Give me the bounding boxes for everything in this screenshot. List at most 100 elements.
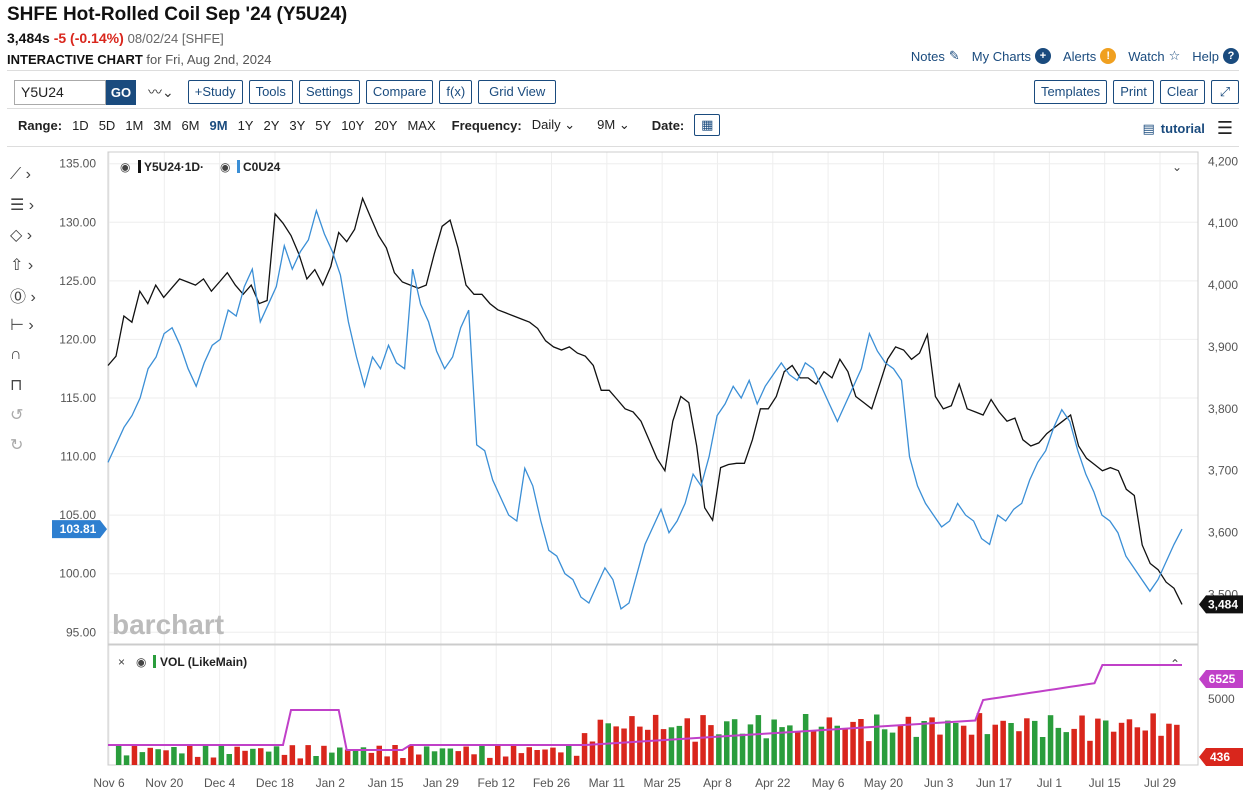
eye-icon[interactable]: ◉ <box>136 655 146 669</box>
volume-bar <box>471 754 477 765</box>
volume-bar <box>234 746 240 765</box>
volume-bar <box>463 746 469 765</box>
expand-up-icon[interactable]: ⌃ <box>1170 657 1180 671</box>
range-3y[interactable]: 3Y <box>289 117 306 133</box>
legend-y5u24: Y5U24·1D· <box>144 160 204 174</box>
volume-bar <box>171 747 177 765</box>
volume-bar <box>495 745 501 765</box>
magnet-icon[interactable]: ∩ <box>10 346 22 363</box>
clear-button[interactable]: Clear <box>1159 80 1205 104</box>
my-charts-link[interactable]: My Charts + <box>972 48 1051 64</box>
x-tick-label: Dec 4 <box>204 776 236 790</box>
volume-bar <box>455 751 461 765</box>
volume-bar <box>147 747 153 765</box>
right-tick-label: 3,900 <box>1208 340 1238 354</box>
fibonacci-tool-icon[interactable]: ☰ › <box>10 197 35 214</box>
calendar-icon[interactable]: ▦ <box>694 114 721 136</box>
volume-bar <box>447 748 454 765</box>
notes-link[interactable]: Notes ✎ <box>911 48 960 64</box>
volume-bar <box>329 752 335 765</box>
left-last-label: 103.81 <box>60 522 97 536</box>
volume-bar <box>866 741 872 765</box>
lock-icon[interactable]: ⊓ <box>10 377 23 394</box>
legend-c0u24: C0U24 <box>243 160 281 174</box>
question-icon: ? <box>1223 48 1239 64</box>
chart-subtitle: INTERACTIVE CHART for Fri, Aug 2nd, 2024 <box>7 52 271 67</box>
study-button[interactable]: +Study <box>187 80 243 104</box>
volume-bar <box>250 748 256 765</box>
eye-icon[interactable]: ◉ <box>220 160 230 174</box>
chart-type-icon[interactable]: 〰⌄ <box>148 84 174 100</box>
left-tick-label: 95.00 <box>66 625 96 639</box>
legend-swatch-y5u24 <box>138 160 141 173</box>
series-line-c0u24 <box>107 208 1183 610</box>
range-9m[interactable]: 9M <box>209 117 228 133</box>
range-6m[interactable]: 6M <box>181 117 200 133</box>
compare-button[interactable]: Compare <box>365 80 434 104</box>
volume-bar <box>1071 728 1077 765</box>
volume-bar <box>202 745 209 765</box>
volume-bar <box>1126 719 1133 765</box>
go-button[interactable]: GO <box>106 79 136 105</box>
help-link[interactable]: Help? <box>1192 48 1239 64</box>
shape-tool-icon[interactable]: ◇ › <box>10 227 33 244</box>
tools-button[interactable]: Tools <box>248 80 293 104</box>
volume-bar <box>1008 723 1014 765</box>
x-tick-label: Feb 26 <box>533 776 571 790</box>
trendline-tool-icon[interactable]: ⟋ › <box>10 166 31 183</box>
divider <box>7 70 1239 71</box>
range-20y[interactable]: 20Y <box>374 117 398 133</box>
close-icon[interactable]: × <box>118 655 125 669</box>
undo-icon[interactable]: ↺ <box>10 407 24 424</box>
volume-bar <box>858 719 864 765</box>
settings-button[interactable]: Settings <box>298 80 360 104</box>
range-1y[interactable]: 1Y <box>237 117 254 133</box>
volume-bar <box>1087 740 1093 765</box>
collapse-icon[interactable]: ⌄ <box>1172 160 1182 174</box>
alerts-link[interactable]: Alerts! <box>1063 48 1117 64</box>
volume-bar <box>850 721 856 765</box>
fx-button[interactable]: f(x) <box>439 80 473 104</box>
x-tick-label: May 20 <box>864 776 904 790</box>
range-2y[interactable]: 2Y <box>263 117 280 133</box>
watch-link[interactable]: Watch ☆ <box>1128 48 1180 64</box>
symbol-input[interactable] <box>14 79 106 105</box>
period-select[interactable]: 9M ⌄ <box>597 117 630 133</box>
chart-label: INTERACTIVE CHART <box>7 52 143 67</box>
range-5d[interactable]: 5D <box>98 117 116 133</box>
print-button[interactable]: Print <box>1113 80 1154 104</box>
grid-view-button[interactable]: Grid View <box>478 80 557 104</box>
frequency-select[interactable]: Daily ⌄ <box>532 117 575 133</box>
range-10y[interactable]: 10Y <box>341 117 365 133</box>
templates-button[interactable]: Templates <box>1033 80 1108 104</box>
volume-bar <box>423 746 430 765</box>
volume-bar <box>810 730 817 765</box>
right-tick-label: 3,700 <box>1208 464 1238 478</box>
volume-bar <box>929 717 935 765</box>
tutorial-link[interactable]: ▤ tutorial ☰ <box>1143 118 1234 139</box>
volume-bar <box>416 754 422 765</box>
expand-icon[interactable]: ⤢ <box>1211 80 1239 104</box>
volume-bar <box>179 753 185 765</box>
menu-icon[interactable]: ☰ <box>1216 118 1233 138</box>
volume-bar <box>700 715 706 765</box>
range-1d[interactable]: 1D <box>72 117 89 133</box>
volume-bar <box>337 747 343 765</box>
volume-bar <box>1103 720 1109 765</box>
range-max[interactable]: MAX <box>407 117 436 133</box>
redo-icon[interactable]: ↻ <box>10 437 24 454</box>
text-tool-icon[interactable]: ⓪ › <box>10 289 36 306</box>
main-legend: ◉ Y5U24·1D· ◉ C0U24 <box>120 160 281 174</box>
range-5y[interactable]: 5Y <box>315 117 332 133</box>
volume-bar <box>842 728 848 765</box>
eye-icon[interactable]: ◉ <box>120 160 130 174</box>
range-3m[interactable]: 3M <box>153 117 172 133</box>
right-tick-label: 3,600 <box>1208 526 1238 540</box>
arrow-tool-icon[interactable]: ⇧ › <box>10 257 34 274</box>
volume-bar <box>392 745 398 765</box>
measure-tool-icon[interactable]: ⊢ › <box>10 317 34 334</box>
range-1m[interactable]: 1M <box>125 117 144 133</box>
volume-bar <box>1079 715 1085 765</box>
volume-bar <box>660 729 667 765</box>
